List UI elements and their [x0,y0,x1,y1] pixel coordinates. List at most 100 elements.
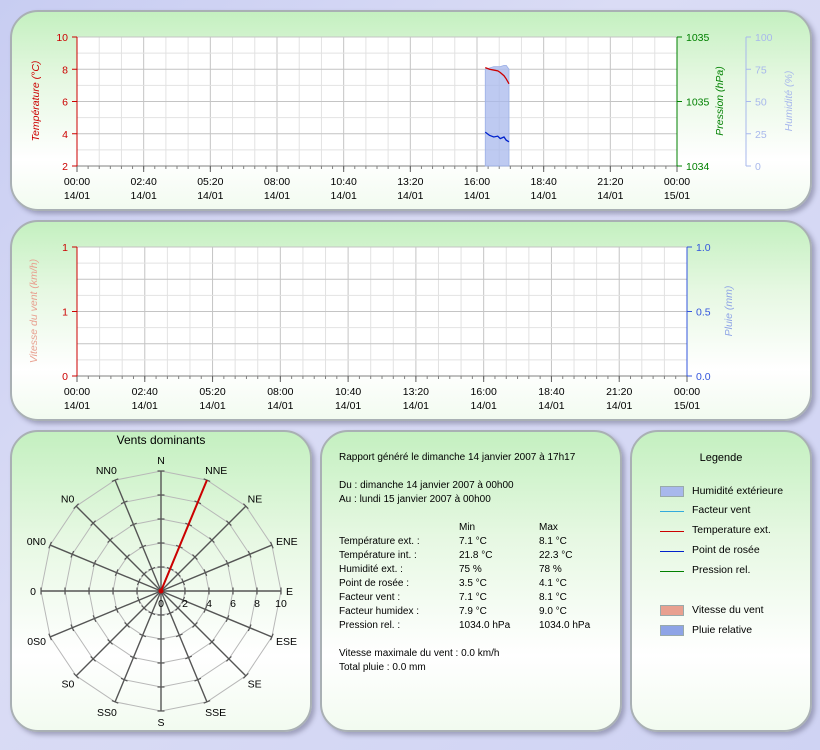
x-tick-date: 15/01 [674,400,700,412]
wind-rose-radial-label: 10 [275,598,287,610]
wind-rose-direction-label: SE [248,679,262,691]
wind-rose-tick [136,596,141,604]
x-tick-time: 08:00 [264,176,290,188]
wind-rose-tick [70,624,75,632]
report-col-min: Min [459,522,476,533]
wind-rose-tick [124,554,130,560]
x-tick-time: 10:40 [335,386,361,398]
x-tick-date: 14/01 [64,400,90,412]
wind-rose-direction-label: NE [248,493,263,505]
report-to: Au : lundi 15 janvier 2007 à 00h00 [339,494,491,505]
wind-rose-tick [139,633,147,638]
x-tick-date: 14/01 [335,400,361,412]
wind-rose-tick [114,605,119,613]
x-tick-date: 14/01 [199,400,225,412]
legend-swatch [660,551,684,552]
report-from: Du : dimanche 14 janvier 2007 à 00h00 [339,480,514,491]
y-axis-temperature-label: Température (°C) [30,61,42,142]
y-axis-rain-label: Pluie (mm) [723,286,735,337]
wind-rose-tick [111,478,119,483]
report-row-min: 3.5 °C [459,578,487,589]
report-row-label: Facteur humidex : [339,606,420,617]
wind-rose-tick [192,554,198,560]
wind-rose-tick [48,541,53,549]
wind-rose-tick [111,699,119,704]
wind-rose-radial-label: 2 [182,598,188,610]
wind-rose-tick [269,633,274,641]
report-row-min: 7.1 °C [459,592,487,603]
x-tick-date: 14/01 [538,400,564,412]
y-axis-temperature-tick-label: 6 [62,97,68,109]
legend-swatch [660,531,684,532]
y-axis-pressure-tick-label: 1034 [686,161,710,173]
report-col-max: Max [539,522,558,533]
report-generated: Rapport généré le dimanche 14 janvier 20… [339,452,576,463]
wind-rose-direction-label: S [157,717,164,729]
x-tick-time: 13:20 [403,386,429,398]
wind-rose-direction-label: 0S0 [27,636,46,648]
wind-rose-tick [225,520,232,527]
legend-panel: Legende Humidité extérieure Facteur vent T… [630,430,812,732]
wind-rose-tick [148,566,156,571]
wind-rose-tick [139,544,147,549]
report-row-label: Humidité ext. : [339,564,403,575]
x-tick-date: 14/01 [197,190,223,202]
wind-rose-tick [70,550,75,558]
wind-rose-tick [203,569,208,577]
report-row-max: 4.1 °C [539,578,567,589]
wind-rose-tick [73,672,80,679]
wind-rose-tick [225,615,230,623]
x-tick-date: 14/01 [464,190,490,202]
report-row-max: 78 % [539,564,562,575]
dewpoint-line [484,131,510,143]
report-row-min: 75 % [459,564,482,575]
wind-rose-tick [107,537,113,543]
x-tick-time: 05:20 [197,176,223,188]
report-row-min: 21.8 °C [459,550,493,561]
y-axis-pressure-label: Pression (hPa) [714,66,726,135]
legend-title: Legende [699,452,743,464]
x-tick-date: 14/01 [531,190,557,202]
wind-rose-tick [203,699,211,704]
wind-rose-tick [185,655,193,660]
wind-rose-direction-label: ESE [276,636,297,648]
wind-rose-tick [48,633,53,641]
report-row-label: Température ext. : [339,536,420,547]
x-tick-date: 14/01 [597,190,623,202]
y-axis-temperature-tick-label: 2 [62,161,68,173]
legend-swatch [660,571,684,572]
legend-label: Pression rel. [692,564,751,576]
wind-rose-tick [148,611,156,616]
wind-rose-tick [225,559,230,567]
wind-rose-tick [269,541,274,549]
x-tick-date: 14/01 [606,400,632,412]
x-tick-time: 02:40 [131,176,157,188]
wind-rose-direction-label: NN0 [96,465,117,477]
legend-label: Facteur vent [692,504,751,516]
x-tick-time: 18:40 [531,176,557,188]
y-axis-temperature-tick-label: 8 [62,64,68,76]
x-tick-date: 14/01 [131,190,157,202]
x-tick-time: 10:40 [331,176,357,188]
wind-rose-direction-label: S0 [62,679,75,691]
wind-rose-direction-label: E [286,586,293,598]
wind-rose-tick [136,578,141,586]
x-tick-date: 14/01 [132,400,158,412]
report-row-min: 7.9 °C [459,606,487,617]
wind-rose-spoke [49,544,162,592]
report-rain-total: Total pluie : 0.0 mm [339,662,426,673]
x-tick-time: 05:20 [199,386,225,398]
y-axis-rain-tick-label: 1.0 [696,242,711,254]
wind-rose-tick [120,500,128,505]
x-tick-date: 14/01 [267,400,293,412]
y-axis-temperature-tick-label: 10 [56,32,68,44]
wind-rose-tick [129,655,137,660]
temperature-pressure-humidity-chart: 00:00 14/01 02:40 14/01 05:20 14/01 08:00 14/01… [30,32,795,202]
temperature-line [485,67,510,85]
report-row-max: 8.1 °C [539,536,567,547]
wind-rose-tick [247,550,252,558]
legend-swatch [660,486,684,497]
wind-rose-tick [129,522,137,527]
report-row-max: 8.1 °C [539,592,567,603]
wind-rose-tick [114,569,119,577]
